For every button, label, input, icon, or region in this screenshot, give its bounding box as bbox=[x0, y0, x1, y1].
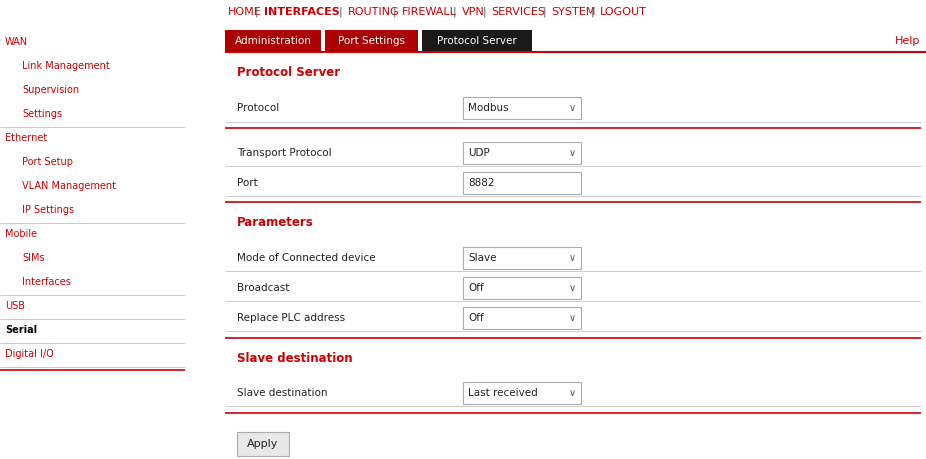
Bar bbox=[463, 382, 581, 404]
Text: Administration: Administration bbox=[234, 36, 311, 46]
Text: |: | bbox=[482, 7, 486, 17]
Text: Link Management: Link Management bbox=[22, 61, 110, 71]
Text: VLAN Management: VLAN Management bbox=[22, 181, 116, 191]
Text: Serial: Serial bbox=[5, 325, 37, 335]
Text: Protocol Server: Protocol Server bbox=[437, 36, 517, 46]
Text: VPN: VPN bbox=[461, 7, 484, 17]
Text: |: | bbox=[393, 7, 396, 17]
Text: ROUTING: ROUTING bbox=[347, 7, 399, 17]
Bar bbox=[422, 30, 532, 52]
Text: SYSTEM: SYSTEM bbox=[552, 7, 595, 17]
Bar bbox=[463, 97, 581, 119]
Text: ∨: ∨ bbox=[569, 388, 576, 398]
Text: Slave destination: Slave destination bbox=[237, 352, 353, 364]
Text: Port Setup: Port Setup bbox=[22, 157, 73, 167]
Text: Apply: Apply bbox=[247, 439, 279, 449]
Text: SIMs: SIMs bbox=[22, 253, 44, 263]
Text: |: | bbox=[339, 7, 342, 17]
Text: UDP: UDP bbox=[468, 148, 490, 158]
Text: Protocol: Protocol bbox=[237, 103, 280, 113]
Text: INTERFACES: INTERFACES bbox=[264, 7, 340, 17]
Text: Ethernet: Ethernet bbox=[5, 133, 47, 143]
Bar bbox=[237, 432, 289, 456]
Bar bbox=[325, 30, 418, 52]
Text: ∨: ∨ bbox=[569, 253, 576, 263]
Text: USB: USB bbox=[5, 301, 25, 311]
Text: Settings: Settings bbox=[22, 109, 62, 119]
Text: 8882: 8882 bbox=[468, 178, 494, 188]
Text: ∨: ∨ bbox=[569, 103, 576, 113]
Bar bbox=[463, 142, 581, 164]
Text: Mobile: Mobile bbox=[5, 229, 37, 239]
Text: |: | bbox=[453, 7, 457, 17]
Text: HOME: HOME bbox=[228, 7, 262, 17]
Text: Transport Protocol: Transport Protocol bbox=[237, 148, 332, 158]
Text: IP Settings: IP Settings bbox=[22, 205, 74, 215]
Bar bbox=[463, 277, 581, 299]
Text: |: | bbox=[591, 7, 594, 17]
Text: |: | bbox=[543, 7, 546, 17]
Bar bbox=[225, 30, 321, 52]
Text: ∨: ∨ bbox=[569, 313, 576, 323]
Text: WAN: WAN bbox=[5, 37, 28, 47]
Text: Port: Port bbox=[237, 178, 257, 188]
Text: Parameters: Parameters bbox=[237, 215, 314, 229]
Text: FIREWALL: FIREWALL bbox=[402, 7, 457, 17]
Text: Digital I/O: Digital I/O bbox=[5, 349, 54, 359]
Text: Port Settings: Port Settings bbox=[338, 36, 405, 46]
Text: Interfaces: Interfaces bbox=[22, 277, 71, 287]
Text: Off: Off bbox=[468, 283, 483, 293]
Text: Slave destination: Slave destination bbox=[237, 388, 328, 398]
Text: Modbus: Modbus bbox=[468, 103, 508, 113]
Bar bbox=[463, 247, 581, 269]
Text: Broadcast: Broadcast bbox=[237, 283, 289, 293]
Text: SERVICES: SERVICES bbox=[492, 7, 545, 17]
Text: Last received: Last received bbox=[468, 388, 538, 398]
Text: Replace PLC address: Replace PLC address bbox=[237, 313, 345, 323]
Bar bbox=[463, 172, 581, 194]
Text: Mode of Connected device: Mode of Connected device bbox=[237, 253, 376, 263]
Bar bbox=[463, 307, 581, 329]
Text: LOGOUT: LOGOUT bbox=[599, 7, 646, 17]
Text: |: | bbox=[255, 7, 258, 17]
Text: Help: Help bbox=[895, 36, 920, 46]
Text: Off: Off bbox=[468, 313, 483, 323]
Text: ∨: ∨ bbox=[569, 148, 576, 158]
Text: Protocol Server: Protocol Server bbox=[237, 66, 340, 78]
Text: Supervision: Supervision bbox=[22, 85, 79, 95]
Text: Slave: Slave bbox=[468, 253, 496, 263]
Text: ∨: ∨ bbox=[569, 283, 576, 293]
